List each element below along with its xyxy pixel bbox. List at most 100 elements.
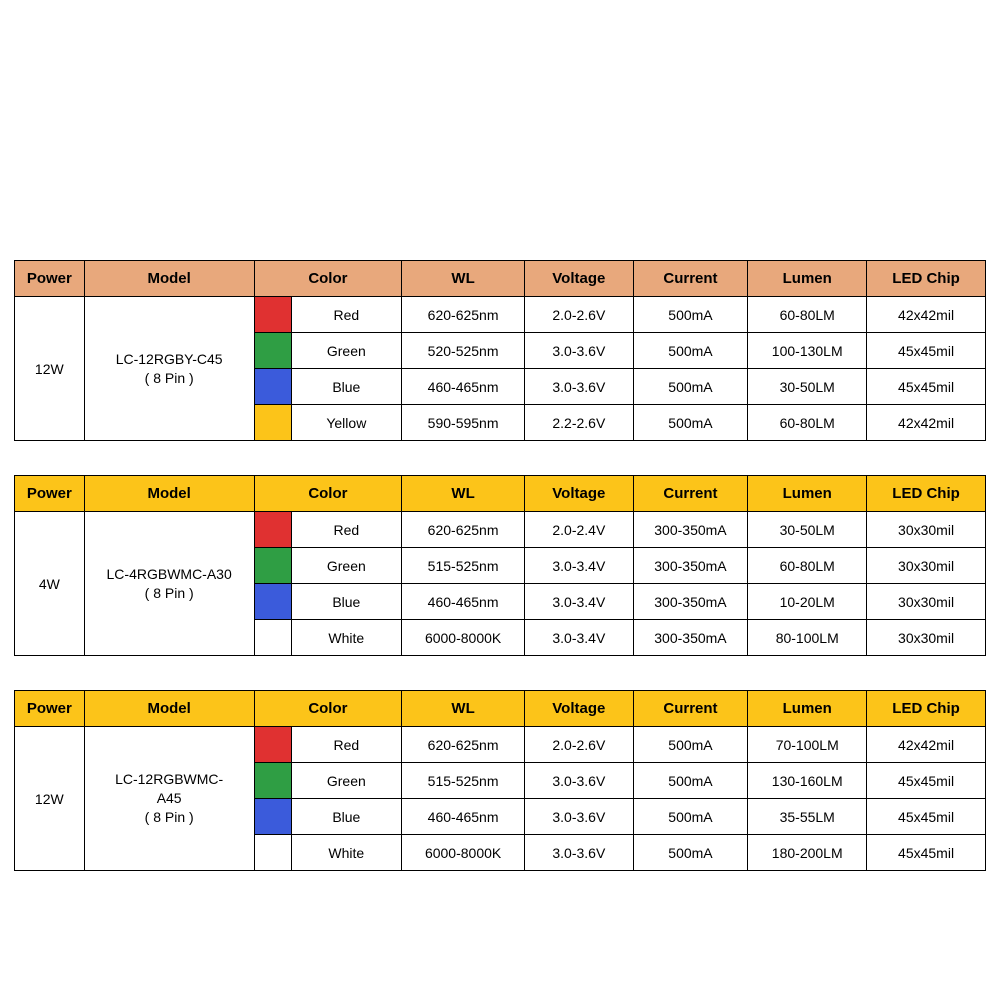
color-swatch-cell: [254, 835, 291, 871]
wl-cell: 515-525nm: [402, 763, 525, 799]
lumen-cell: 35-55LM: [748, 799, 867, 835]
voltage-cell: 3.0-3.4V: [525, 548, 634, 584]
color-name-cell: Green: [291, 333, 402, 369]
green-swatch-icon: [255, 333, 291, 368]
color-name-cell: Blue: [291, 799, 402, 835]
color-name-cell: Blue: [291, 369, 402, 405]
voltage-cell: 3.0-3.6V: [525, 333, 634, 369]
header-lumen: Lumen: [748, 691, 867, 727]
white-swatch-icon: [255, 620, 291, 655]
led-chip-cell: 30x30mil: [867, 620, 986, 656]
color-swatch-cell: [254, 333, 291, 369]
voltage-cell: 2.0-2.6V: [525, 727, 634, 763]
led-chip-cell: 30x30mil: [867, 512, 986, 548]
color-name-cell: Yellow: [291, 405, 402, 441]
header-lumen: Lumen: [748, 476, 867, 512]
lumen-cell: 100-130LM: [748, 333, 867, 369]
header-led-chip: LED Chip: [867, 261, 986, 297]
wl-cell: 620-625nm: [402, 512, 525, 548]
led-chip-cell: 45x45mil: [867, 835, 986, 871]
header-current: Current: [633, 691, 748, 727]
wl-cell: 460-465nm: [402, 369, 525, 405]
wl-cell: 6000-8000K: [402, 620, 525, 656]
header-voltage: Voltage: [525, 476, 634, 512]
wl-cell: 520-525nm: [402, 333, 525, 369]
color-name-cell: Green: [291, 763, 402, 799]
header-current: Current: [633, 476, 748, 512]
led-chip-cell: 45x45mil: [867, 369, 986, 405]
color-name-cell: Red: [291, 297, 402, 333]
header-power: Power: [15, 476, 85, 512]
lumen-cell: 60-80LM: [748, 405, 867, 441]
header-voltage: Voltage: [525, 691, 634, 727]
wl-cell: 460-465nm: [402, 584, 525, 620]
table-header-row: PowerModelColorWLVoltageCurrentLumenLED …: [15, 261, 986, 297]
blue-swatch-icon: [255, 584, 291, 619]
lumen-cell: 180-200LM: [748, 835, 867, 871]
current-cell: 300-350mA: [633, 548, 748, 584]
current-cell: 500mA: [633, 405, 748, 441]
current-cell: 500mA: [633, 727, 748, 763]
red-swatch-icon: [255, 297, 291, 332]
red-swatch-icon: [255, 727, 291, 762]
voltage-cell: 3.0-3.6V: [525, 369, 634, 405]
spec-table-1: PowerModelColorWLVoltageCurrentLumenLED …: [14, 475, 986, 656]
header-model: Model: [84, 691, 254, 727]
lumen-cell: 70-100LM: [748, 727, 867, 763]
model-cell: LC-12RGBY-C45( 8 Pin ): [84, 297, 254, 441]
power-cell: 12W: [15, 727, 85, 871]
header-wl: WL: [402, 261, 525, 297]
current-cell: 500mA: [633, 333, 748, 369]
current-cell: 500mA: [633, 369, 748, 405]
current-cell: 300-350mA: [633, 584, 748, 620]
lumen-cell: 30-50LM: [748, 512, 867, 548]
model-cell: LC-4RGBWMC-A30( 8 Pin ): [84, 512, 254, 656]
voltage-cell: 2.0-2.6V: [525, 297, 634, 333]
header-wl: WL: [402, 691, 525, 727]
header-color: Color: [254, 691, 401, 727]
wl-cell: 620-625nm: [402, 297, 525, 333]
current-cell: 500mA: [633, 297, 748, 333]
color-swatch-cell: [254, 799, 291, 835]
current-cell: 500mA: [633, 835, 748, 871]
led-chip-cell: 45x45mil: [867, 763, 986, 799]
power-cell: 12W: [15, 297, 85, 441]
header-model: Model: [84, 476, 254, 512]
header-voltage: Voltage: [525, 261, 634, 297]
current-cell: 300-350mA: [633, 512, 748, 548]
spec-table-2: PowerModelColorWLVoltageCurrentLumenLED …: [14, 690, 986, 871]
model-cell: LC-12RGBWMC-A45( 8 Pin ): [84, 727, 254, 871]
green-swatch-icon: [255, 548, 291, 583]
blue-swatch-icon: [255, 799, 291, 834]
led-chip-cell: 42x42mil: [867, 727, 986, 763]
led-chip-cell: 42x42mil: [867, 405, 986, 441]
table-header-row: PowerModelColorWLVoltageCurrentLumenLED …: [15, 476, 986, 512]
current-cell: 500mA: [633, 799, 748, 835]
color-name-cell: Red: [291, 727, 402, 763]
header-color: Color: [254, 476, 401, 512]
color-name-cell: Blue: [291, 584, 402, 620]
header-wl: WL: [402, 476, 525, 512]
power-cell: 4W: [15, 512, 85, 656]
current-cell: 300-350mA: [633, 620, 748, 656]
table-row: 12WLC-12RGBY-C45( 8 Pin )Red620-625nm2.0…: [15, 297, 986, 333]
wl-cell: 515-525nm: [402, 548, 525, 584]
wl-cell: 6000-8000K: [402, 835, 525, 871]
green-swatch-icon: [255, 763, 291, 798]
color-swatch-cell: [254, 512, 291, 548]
header-power: Power: [15, 261, 85, 297]
header-current: Current: [633, 261, 748, 297]
wl-cell: 620-625nm: [402, 727, 525, 763]
color-swatch-cell: [254, 369, 291, 405]
color-name-cell: Red: [291, 512, 402, 548]
yellow-swatch-icon: [255, 405, 291, 440]
led-chip-cell: 45x45mil: [867, 333, 986, 369]
header-power: Power: [15, 691, 85, 727]
table-header-row: PowerModelColorWLVoltageCurrentLumenLED …: [15, 691, 986, 727]
header-led-chip: LED Chip: [867, 476, 986, 512]
table-row: 12WLC-12RGBWMC-A45( 8 Pin )Red620-625nm2…: [15, 727, 986, 763]
header-led-chip: LED Chip: [867, 691, 986, 727]
page-container: PowerModelColorWLVoltageCurrentLumenLED …: [0, 0, 1000, 871]
voltage-cell: 2.2-2.6V: [525, 405, 634, 441]
color-name-cell: White: [291, 835, 402, 871]
